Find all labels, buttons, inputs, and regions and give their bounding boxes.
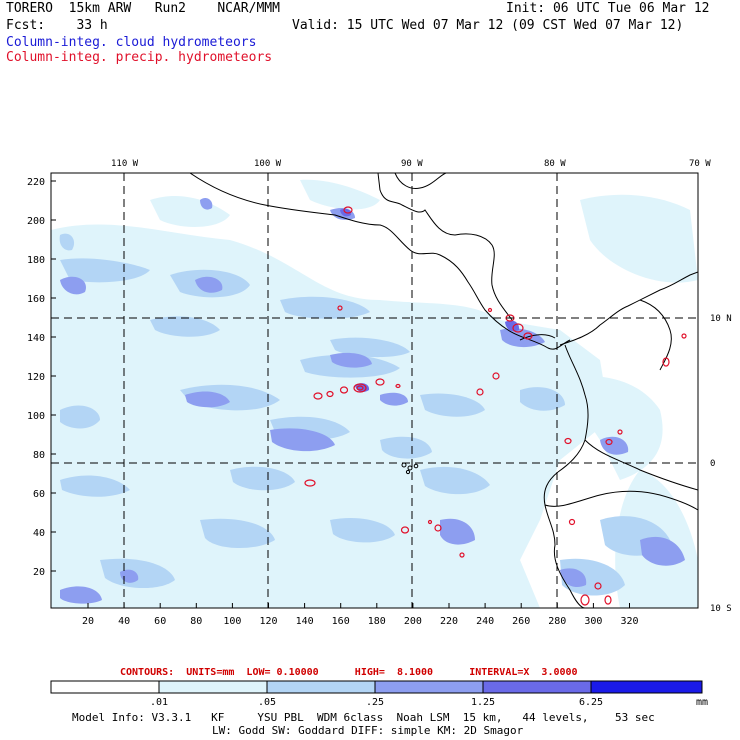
left-grid-label: 100 [27, 411, 45, 422]
colorbar-tick: .01 [150, 697, 168, 708]
caribbean-coast [377, 173, 513, 321]
left-grid-label: 160 [27, 294, 45, 305]
lon-label: 110 W [111, 159, 139, 169]
andes-border [584, 439, 698, 491]
lon-label: 90 W [401, 159, 423, 169]
galapagos-islands [401, 462, 419, 475]
lon-label: 100 W [254, 159, 282, 169]
left-grid-labels: 220 200 180 160 140 120 100 80 60 40 20 [27, 177, 45, 578]
colorbar-bin-1 [158, 680, 268, 694]
left-grid-label: 200 [27, 216, 45, 227]
yucatan-coast [394, 173, 447, 189]
left-grid-label: 40 [33, 528, 45, 539]
grid-ticks [51, 180, 630, 608]
hydrometeor-map: 110 W 100 W 90 W 80 W 70 W 10 N 0 10 S 2… [27, 159, 732, 627]
model-physics: LW: Godd SW: Goddard DIFF: simple KM: 2D… [212, 724, 524, 737]
lat-label: 0 [710, 459, 715, 469]
colorbar-bin-5 [590, 680, 703, 694]
bottom-grid-label: 60 [154, 616, 166, 627]
colorbar-bin-2 [266, 680, 376, 694]
bottom-grid-label: 240 [476, 616, 494, 627]
lat-labels: 10 N 0 10 S [710, 314, 732, 614]
left-grid-label: 220 [27, 177, 45, 188]
cloud-level-2 [59, 233, 670, 596]
bottom-grid-label: 260 [512, 616, 530, 627]
legend-precip: Column-integ. precip. hydrometeors [6, 50, 273, 65]
lon-label: 80 W [544, 159, 566, 169]
colombia-coast [557, 344, 589, 473]
coastlines [189, 173, 698, 608]
map-frame [50, 172, 699, 609]
forecast-hour: Fcst: 33 h [6, 18, 108, 33]
lat-label: 10 N [710, 314, 732, 324]
bottom-grid-label: 280 [548, 616, 566, 627]
bottom-grid-label: 40 [118, 616, 130, 627]
bottom-grid-label: 180 [368, 616, 386, 627]
colorbar-bin-4 [482, 680, 592, 694]
bottom-grid-label: 220 [440, 616, 458, 627]
colorbar: .01 .05 .25 1.25 6.25 mm [50, 680, 708, 708]
legend-cloud: Column-integ. cloud hydrometeors [6, 35, 257, 50]
peru-border [544, 490, 698, 511]
cloud-level-3 [60, 197, 685, 604]
precip-contours [304, 206, 687, 606]
lon-label: 70 W [689, 159, 711, 169]
left-grid-label: 20 [33, 567, 45, 578]
colorbar-tick: 6.25 [579, 697, 603, 708]
left-grid-label: 120 [27, 372, 45, 383]
bottom-grid-label: 100 [223, 616, 241, 627]
colorbar-tick: .25 [366, 697, 384, 708]
mexico-coast [189, 173, 571, 350]
colorbar-tick: 1.25 [471, 697, 495, 708]
bottom-grid-label: 140 [296, 616, 314, 627]
run-title: TORERO 15km ARW Run2 NCAR/MMM [6, 1, 280, 16]
bottom-grid-label: 80 [190, 616, 202, 627]
bottom-grid-label: 120 [259, 616, 277, 627]
left-grid-label: 80 [33, 450, 45, 461]
init-time: Init: 06 UTC Tue 06 Mar 12 [506, 1, 710, 16]
bottom-grid-labels: 20 40 60 80 100 120 140 160 180 200 220 240 260 280 30… [82, 616, 639, 627]
colorbar-bin-0 [50, 680, 160, 694]
left-grid-label: 60 [33, 489, 45, 500]
lon-labels: 110 W 100 W 90 W 80 W 70 W [111, 159, 711, 169]
ecuador-coast [543, 471, 586, 608]
colorbar-tick: .05 [258, 697, 276, 708]
venezuela-coast [639, 299, 672, 371]
left-grid-label: 180 [27, 255, 45, 266]
bottom-grid-label: 160 [332, 616, 350, 627]
colorbar-unit: mm [696, 697, 708, 708]
cloud-field [51, 179, 698, 608]
graticule [51, 173, 698, 608]
panama-isthmus [519, 334, 556, 341]
bottom-grid-label: 300 [584, 616, 602, 627]
colorbar-bin-3 [374, 680, 484, 694]
bottom-grid-label: 200 [404, 616, 422, 627]
bottom-grid-label: 320 [620, 616, 638, 627]
bottom-grid-label: 20 [82, 616, 94, 627]
left-grid-label: 140 [27, 333, 45, 344]
model-info: Model Info: V3.3.1 KF YSU PBL WDM 6class… [72, 711, 655, 724]
lat-label: 10 S [710, 604, 732, 614]
valid-time: Valid: 15 UTC Wed 07 Mar 12 (09 CST Wed … [292, 18, 684, 33]
contour-info: CONTOURS: UNITS=mm LOW= 0.10000 HIGH= 8.… [120, 667, 578, 678]
south-america-west [559, 271, 698, 346]
